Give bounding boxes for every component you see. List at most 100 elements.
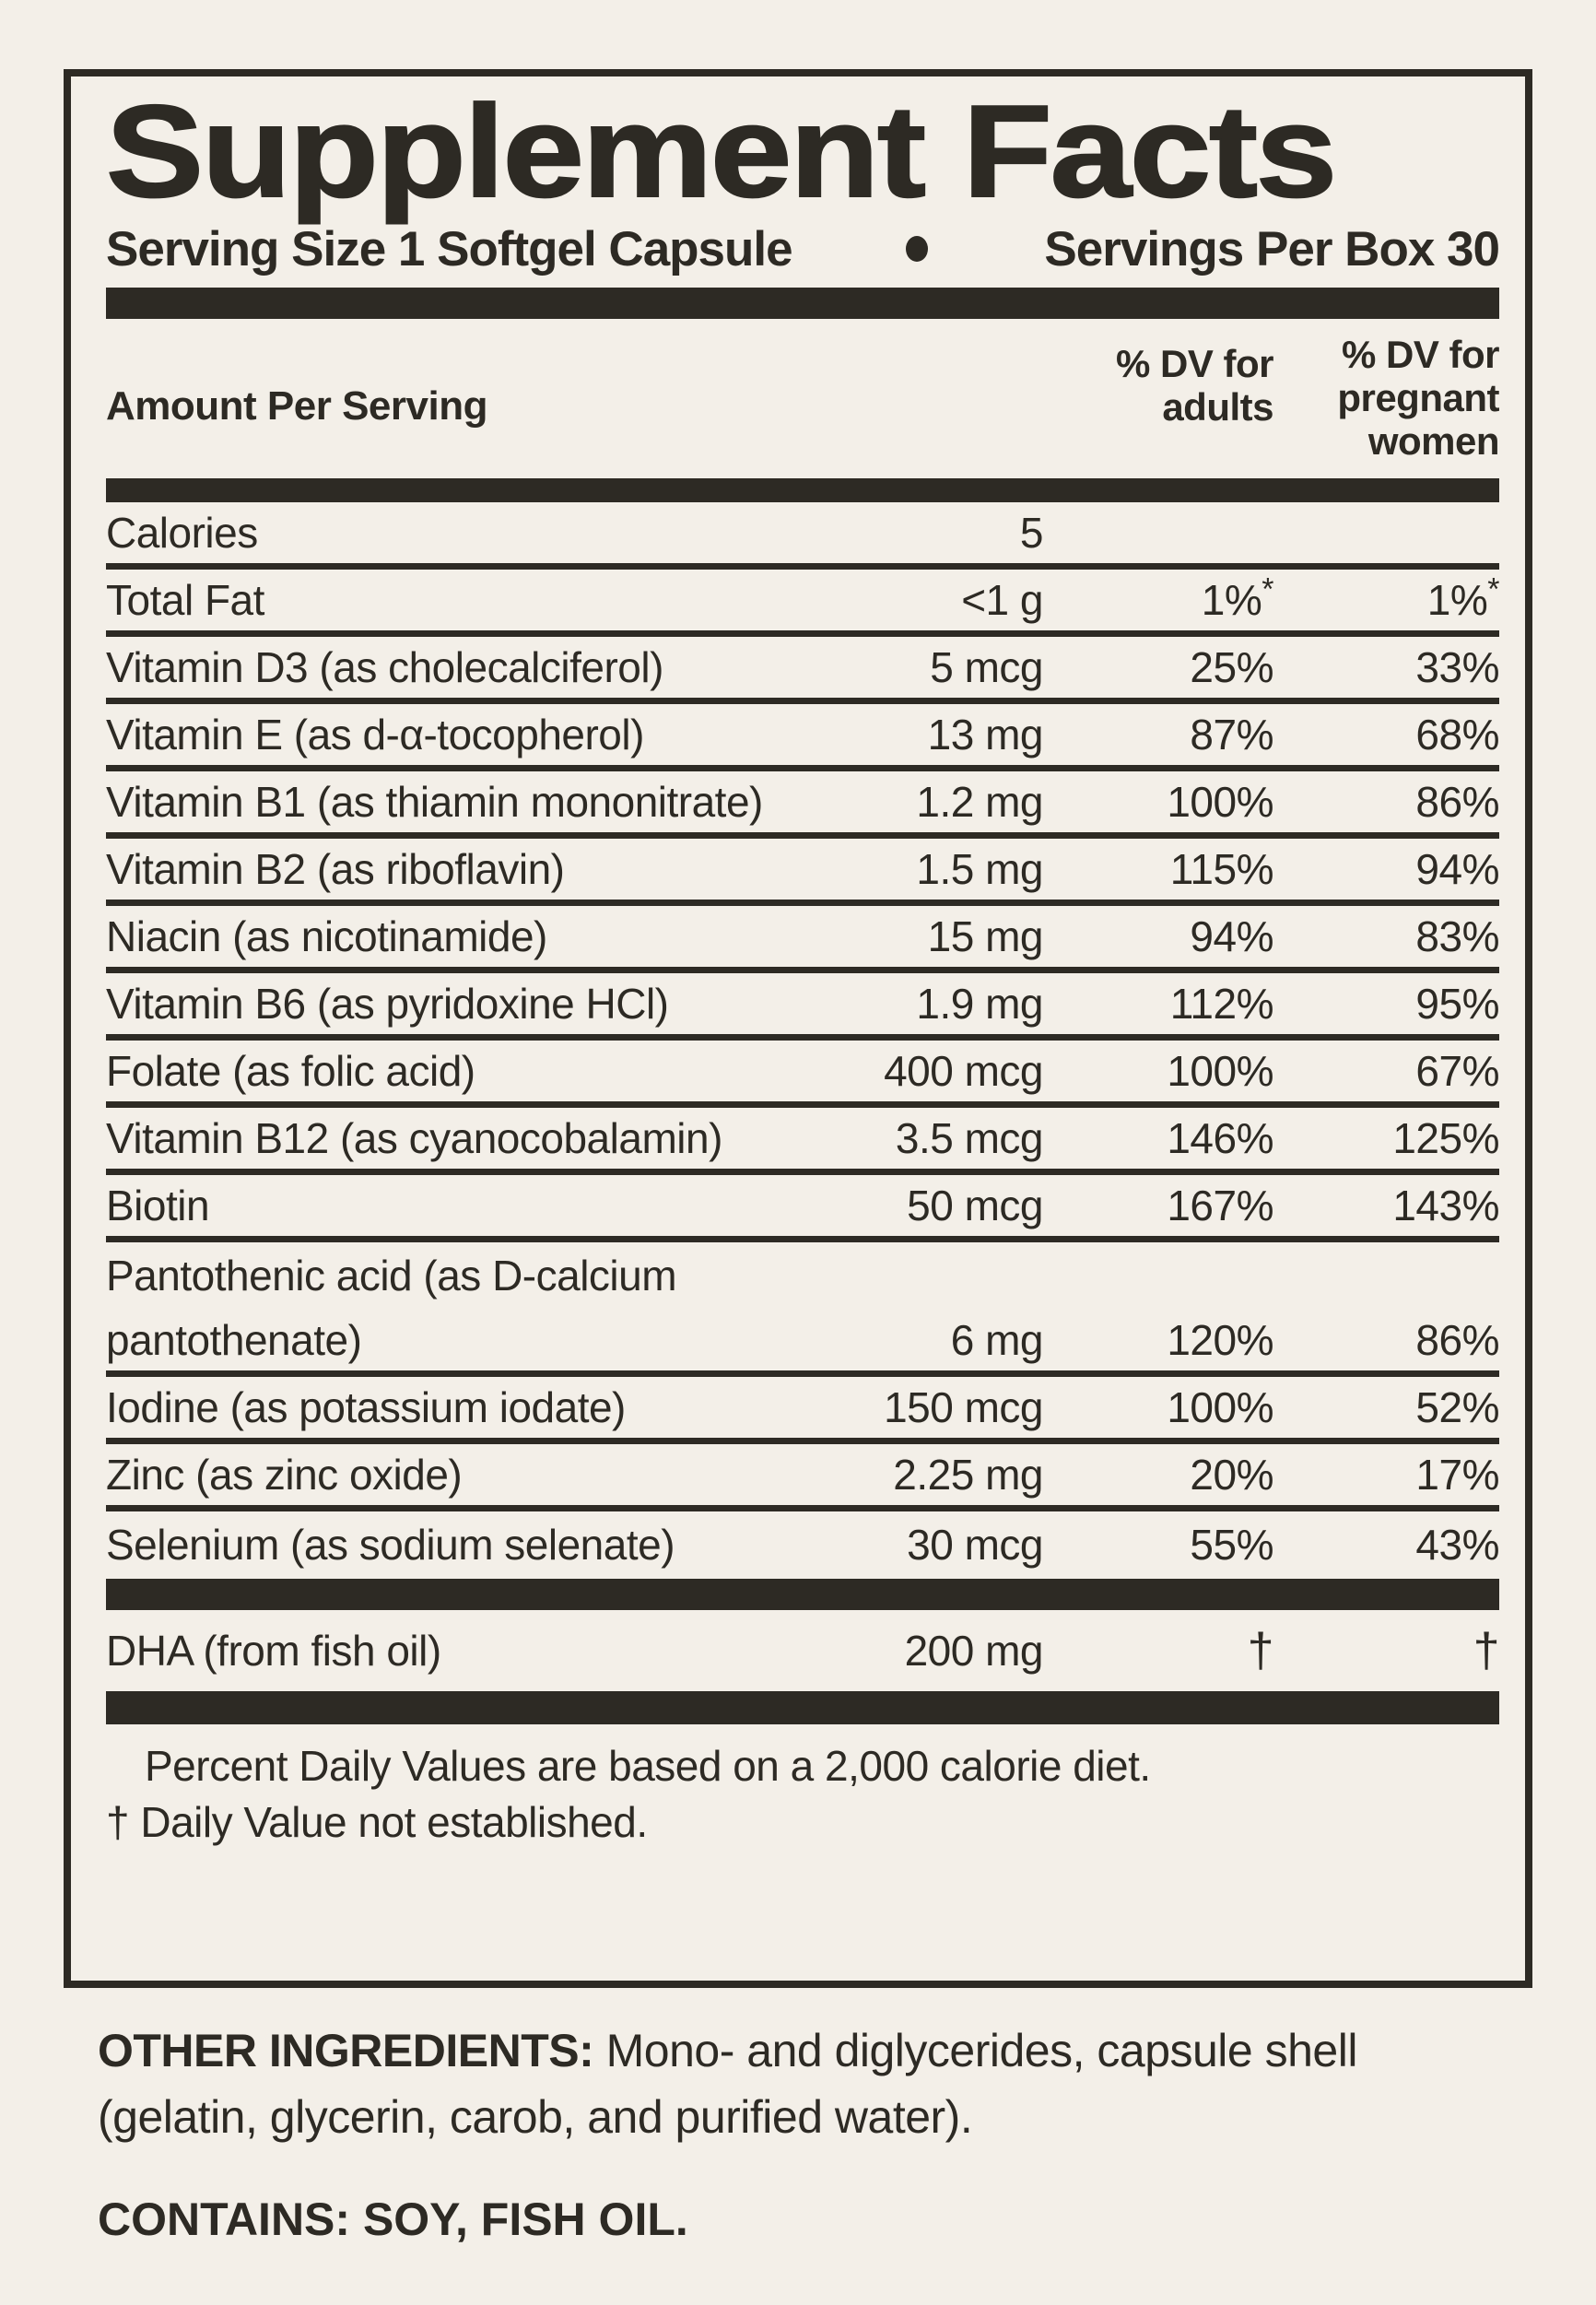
contains-statement: CONTAINS: SOY, FISH OIL. xyxy=(98,2193,688,2245)
asterisk-note: * xyxy=(1487,571,1499,607)
dv-adults-value: 100% xyxy=(1167,1382,1273,1431)
nutrient-amount: <1 g xyxy=(961,575,1043,624)
nutrient-amount: 2.25 mg xyxy=(893,1450,1043,1499)
nutrient-amount: 5 mcg xyxy=(930,642,1043,691)
thick-divider-bar xyxy=(106,1578,1499,1610)
dv-adults-value: 112% xyxy=(1169,979,1274,1028)
dv-adults-value: 115% xyxy=(1169,844,1274,893)
nutrient-row: Vitamin B12 (as cyanocobalamin) 3.5 mcg 14… xyxy=(106,1108,1500,1175)
nutrient-row: Selenium (as sodium selenate) 30 mcg 55% 43… xyxy=(106,1511,1500,1579)
dv-pregnant-value: 86% xyxy=(1415,777,1499,826)
nutrient-name: Vitamin E (as d-α-tocopherol) xyxy=(106,710,644,759)
dv-pregnant-value: 67% xyxy=(1415,1046,1499,1095)
dv-adults-value: 20% xyxy=(1190,1450,1273,1499)
amount-per-serving-header: Amount Per Serving xyxy=(106,382,487,429)
nutrient-row: Vitamin B6 (as pyridoxine HCl) 1.9 mg 112%… xyxy=(106,973,1500,1041)
nutrient-amount: 200 mg xyxy=(904,1626,1044,1675)
dv-adults-value: 87% xyxy=(1190,710,1273,759)
dv-adults-value: 167% xyxy=(1167,1181,1273,1229)
dv-pregnant-value: 68% xyxy=(1415,710,1499,759)
other-ingredients-label: OTHER INGREDIENTS: xyxy=(98,2025,594,2076)
dv-pregnant-value: 83% xyxy=(1415,911,1499,960)
dv-adults-value: 25% xyxy=(1190,642,1273,691)
other-ingredients-line2: (gelatin, glycerin, carob, and purified … xyxy=(98,2090,973,2143)
dv-adults-value: 120% xyxy=(1167,1315,1273,1364)
nutrient-row: Vitamin B2 (as riboflavin) 1.5 mg 115% 94% xyxy=(106,839,1500,906)
nutrient-amount: 150 mcg xyxy=(884,1382,1043,1431)
dagger-footnote: † Daily Value not established. xyxy=(106,1797,648,1846)
dv-pregnant-value: 33% xyxy=(1415,642,1499,691)
dv-adults-value: 94% xyxy=(1190,911,1273,960)
dv-pregnant-value: 143% xyxy=(1392,1181,1499,1229)
dagger-icon: † xyxy=(1247,1623,1274,1677)
nutrient-row: Vitamin D3 (as cholecalciferol) 5 mcg 25% 3… xyxy=(106,637,1500,704)
dv-pregnant-value: 86% xyxy=(1415,1315,1499,1364)
thick-divider-bar xyxy=(106,1690,1499,1724)
nutrient-row: pantothenate) 6 mg 120% 86% xyxy=(106,1310,1500,1377)
nutrient-row: Iodine (as potassium iodate) 150 mcg 100% 5… xyxy=(106,1377,1500,1444)
dv-pregnant-value: 52% xyxy=(1415,1382,1499,1431)
nutrient-amount: 13 mg xyxy=(927,710,1044,759)
nutrient-name: Niacin (as nicotinamide) xyxy=(106,911,547,960)
dv-pregnant-value: 1%* xyxy=(1426,571,1500,624)
nutrient-row: Zinc (as zinc oxide) 2.25 mg 20% 17% xyxy=(106,1444,1500,1511)
supplement-facts-panel: Supplement Facts Serving Size 1 Softgel … xyxy=(64,69,1532,1988)
other-ingredients-paragraph: OTHER INGREDIENTS: Mono- and diglyceride… xyxy=(98,2018,1489,2150)
nutrient-name: Iodine (as potassium iodate) xyxy=(106,1382,626,1431)
dv-pregnant-value: 17% xyxy=(1415,1450,1499,1499)
dv-pregnant-value: 95% xyxy=(1415,979,1499,1028)
panel-title: Supplement Facts xyxy=(105,78,1338,225)
dv-adults-value: 100% xyxy=(1167,777,1273,826)
nutrient-row: Calories 5 xyxy=(106,502,1499,570)
dv-pregnant-value: 125% xyxy=(1392,1113,1499,1162)
dagger-icon: † xyxy=(1473,1623,1500,1677)
percent-dv-footnote: Percent Daily Values are based on a 2,00… xyxy=(145,1741,1151,1790)
nutrient-amount: 400 mcg xyxy=(884,1046,1043,1095)
nutrient-amount: 3.5 mcg xyxy=(895,1113,1044,1162)
nutrient-amount: 1.9 mg xyxy=(916,979,1043,1028)
bullet-separator-icon xyxy=(906,235,928,262)
nutrient-row: Biotin 50 mcg 167% 143% xyxy=(106,1175,1500,1242)
nutrient-row: Vitamin E (as d-α-tocopherol) 13 mg 87% 68% xyxy=(106,704,1500,771)
nutrient-name: Vitamin B6 (as pyridoxine HCl) xyxy=(106,979,669,1028)
nutrient-name: DHA (from fish oil) xyxy=(106,1626,441,1675)
nutrient-amount: 50 mcg xyxy=(907,1181,1043,1229)
nutrient-row: Pantothenic acid (as D-calcium xyxy=(106,1242,1499,1310)
dv-pregnant-value: 43% xyxy=(1415,1521,1499,1570)
nutrient-name: Total Fat xyxy=(106,575,264,624)
nutrient-name: Pantothenic acid (as D-calcium xyxy=(106,1252,677,1300)
nutrient-name: Vitamin B2 (as riboflavin) xyxy=(106,844,565,893)
nutrient-name: Calories xyxy=(106,508,258,557)
servings-per-box-text: Servings Per Box 30 xyxy=(1044,221,1500,276)
other-ingredients-line1: Mono- and diglycerides, capsule shell xyxy=(605,2025,1358,2076)
serving-line: Serving Size 1 Softgel Capsule Servings … xyxy=(106,221,1500,278)
nutrient-name: Zinc (as zinc oxide) xyxy=(106,1450,463,1499)
nutrient-name: pantothenate) xyxy=(106,1315,362,1364)
footnotes: Percent Daily Values are based on a 2,00… xyxy=(106,1738,1499,1850)
nutrient-name: Biotin xyxy=(106,1181,210,1229)
nutrient-row: Total Fat <1 g 1%* 1%* xyxy=(106,570,1499,637)
nutrient-name: Vitamin B12 (as cyanocobalamin) xyxy=(106,1113,722,1162)
thick-divider-bar xyxy=(106,477,1499,502)
nutrient-amount: 1.5 mg xyxy=(916,844,1043,893)
dv-pregnant-header: % DV for pregnant women xyxy=(1337,332,1499,463)
dha-row: DHA (from fish oil) 200 mg † † xyxy=(106,1610,1500,1691)
thick-divider-bar xyxy=(106,287,1499,319)
serving-size-text: Serving Size 1 Softgel Capsule xyxy=(106,221,793,276)
nutrient-row: Folate (as folic acid) 400 mcg 100% 67% xyxy=(106,1041,1500,1108)
nutrient-name: Vitamin B1 (as thiamin mononitrate) xyxy=(106,777,763,826)
nutrient-name: Selenium (as sodium selenate) xyxy=(106,1521,675,1570)
nutrient-amount: 6 mg xyxy=(950,1315,1044,1364)
nutrient-amount: 30 mcg xyxy=(907,1521,1043,1570)
dv-adults-header: % DV for adults xyxy=(1115,341,1274,429)
nutrient-row: Vitamin B1 (as thiamin mononitrate) 1.2 m… xyxy=(106,771,1500,839)
dv-adults-value: 100% xyxy=(1167,1046,1273,1095)
nutrient-rows: Calories 5 Total Fat <1 g 1%* 1%* Vitamin D3 (… xyxy=(106,502,1500,1579)
nutrient-amount: 15 mg xyxy=(927,911,1044,960)
column-headers: Amount Per Serving % DV for adults % DV … xyxy=(106,332,1500,463)
nutrient-amount: 1.2 mg xyxy=(916,777,1043,826)
dv-pregnant-value: 94% xyxy=(1415,844,1499,893)
dv-adults-value: 1%* xyxy=(1201,571,1274,624)
nutrient-name: Vitamin D3 (as cholecalciferol) xyxy=(106,642,663,691)
below-panel-text: OTHER INGREDIENTS: Mono- and diglyceride… xyxy=(98,2018,1489,2253)
